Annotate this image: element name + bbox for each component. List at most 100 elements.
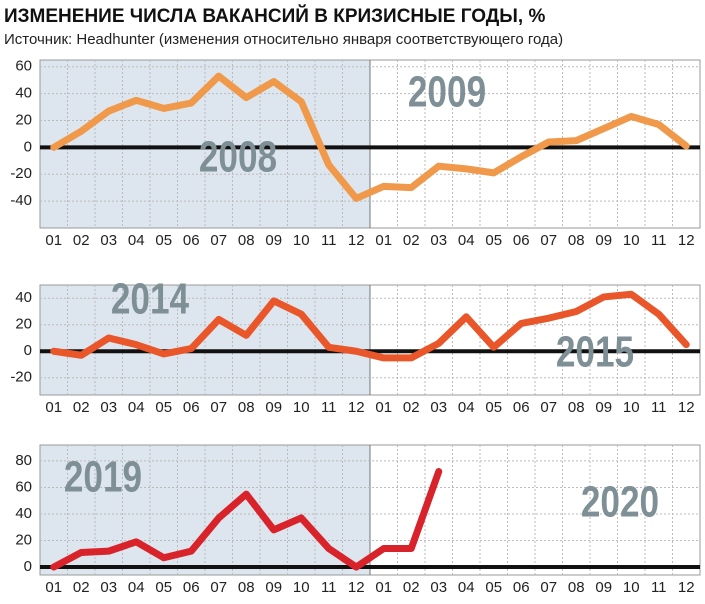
line: [50, 468, 443, 571]
x-tick-label: 01: [45, 579, 62, 596]
y-tick-label: -20: [10, 165, 32, 182]
x-tick-label: 03: [100, 232, 117, 249]
x-tick-label: 06: [183, 399, 200, 416]
x-tick-label: 12: [678, 579, 695, 596]
x-tick-label: 11: [321, 232, 337, 249]
x-tick-label: 05: [155, 232, 172, 249]
x-tick-label: 09: [595, 399, 612, 416]
x-tick-label: 12: [678, 399, 695, 416]
year-label: 2019: [64, 453, 142, 502]
x-tick-label: 04: [458, 399, 475, 416]
x-tick-label: 06: [183, 579, 200, 596]
x-tick-label: 08: [238, 399, 255, 416]
x-tick-label: 09: [265, 579, 282, 596]
x-tick-label: 07: [210, 579, 227, 596]
x-tick-label: 07: [540, 579, 557, 596]
x-tick-label: 02: [73, 232, 90, 249]
line: [50, 290, 690, 362]
line: [50, 72, 690, 202]
y-tick-label: -20: [10, 369, 32, 386]
x-tick-label: 02: [73, 399, 90, 416]
chart-subtitle: Источник: Headhunter (изменения относите…: [4, 31, 563, 48]
year-label: 2014: [111, 275, 189, 324]
x-tick-label: 04: [458, 579, 475, 596]
x-tick-label: 04: [458, 232, 475, 249]
x-tick-label: 11: [321, 579, 337, 596]
y-tick-label: 40: [15, 289, 32, 306]
year-label: 2015: [556, 328, 634, 377]
x-tick-label: 03: [430, 399, 447, 416]
x-tick-label: 03: [430, 579, 447, 596]
y-tick-label: 0: [24, 558, 32, 575]
x-tick-label: 09: [265, 232, 282, 249]
x-tick-label: 12: [678, 232, 695, 249]
x-tick-label: 02: [403, 399, 420, 416]
x-tick-label: 06: [513, 232, 530, 249]
x-tick-label: 07: [210, 232, 227, 249]
y-tick-label: 40: [15, 505, 32, 522]
x-tick-label: 03: [430, 232, 447, 249]
x-tick-label: 05: [485, 232, 502, 249]
y-tick-label: 20: [15, 111, 32, 128]
x-tick-label: 08: [568, 232, 585, 249]
x-tick-label: 10: [623, 232, 640, 249]
x-tick-label: 01: [375, 399, 392, 416]
x-tick-label: 10: [293, 232, 310, 249]
x-tick-label: 10: [623, 579, 640, 596]
x-tick-label: 05: [155, 399, 172, 416]
x-tick-label: 03: [100, 399, 117, 416]
x-tick-label: 07: [540, 232, 557, 249]
x-tick-label: 06: [513, 579, 530, 596]
x-tick-label: 10: [293, 579, 310, 596]
y-tick-label: -40: [10, 192, 32, 209]
x-tick-label: 11: [651, 399, 667, 416]
x-tick-label: 11: [321, 399, 337, 416]
x-tick-label: 04: [128, 579, 145, 596]
y-tick-label: 20: [15, 531, 32, 548]
y-tick-label: 60: [15, 58, 32, 75]
x-tick-label: 09: [265, 399, 282, 416]
x-tick-label: 12: [348, 232, 365, 249]
x-tick-label: 05: [485, 399, 502, 416]
x-tick-label: 10: [293, 399, 310, 416]
x-tick-label: 09: [595, 232, 612, 249]
year-label: 2020: [581, 478, 659, 527]
x-tick-label: 11: [651, 232, 667, 249]
x-tick-label: 07: [210, 399, 227, 416]
x-tick-label: 05: [485, 579, 502, 596]
x-tick-label: 01: [375, 579, 392, 596]
x-tick-label: 01: [375, 232, 392, 249]
plot-shade: [40, 285, 370, 395]
x-tick-label: 10: [623, 399, 640, 416]
x-tick-label: 05: [155, 579, 172, 596]
x-tick-label: 02: [73, 579, 90, 596]
x-tick-label: 12: [348, 399, 365, 416]
y-tick-label: 20: [15, 316, 32, 333]
y-tick-label: 80: [15, 452, 32, 469]
x-tick-label: 01: [45, 232, 62, 249]
x-tick-label: 08: [568, 399, 585, 416]
x-tick-label: 04: [128, 399, 145, 416]
x-tick-label: 02: [403, 579, 420, 596]
y-tick-label: 40: [15, 85, 32, 102]
year-label: 2009: [408, 68, 486, 117]
x-tick-label: 03: [100, 579, 117, 596]
x-tick-label: 04: [128, 232, 145, 249]
x-tick-label: 09: [595, 579, 612, 596]
y-tick-label: 0: [24, 138, 32, 155]
x-tick-label: 06: [513, 399, 530, 416]
chart-title: ИЗМЕНЕНИЕ ЧИСЛА ВАКАНСИЙ В КРИЗИСНЫЕ ГОД…: [4, 5, 545, 27]
y-tick-label: 60: [15, 478, 32, 495]
x-tick-label: 08: [238, 579, 255, 596]
x-tick-label: 06: [183, 232, 200, 249]
x-tick-label: 12: [348, 579, 365, 596]
x-tick-label: 08: [568, 579, 585, 596]
y-tick-label: 0: [24, 342, 32, 359]
x-tick-label: 11: [651, 579, 667, 596]
x-tick-label: 08: [238, 232, 255, 249]
year-label: 2008: [199, 133, 277, 182]
x-tick-label: 01: [45, 399, 62, 416]
x-tick-label: 02: [403, 232, 420, 249]
x-tick-label: 07: [540, 399, 557, 416]
